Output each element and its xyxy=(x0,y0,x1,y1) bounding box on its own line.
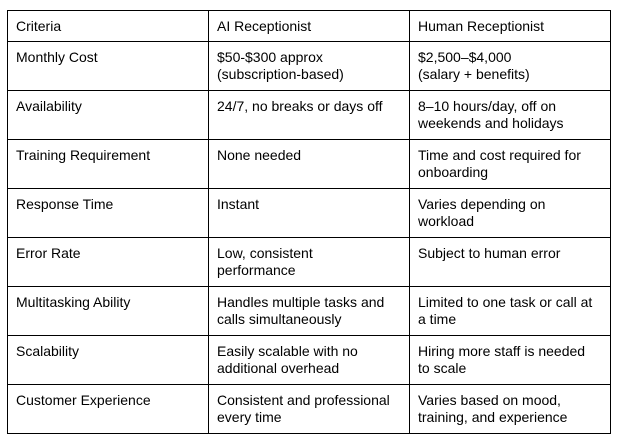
human-receptionist-cell: Varies based on mood, training, and exper… xyxy=(409,384,611,434)
human-receptionist-cell: Subject to human error xyxy=(409,237,611,287)
table-row: Multitasking Ability Handles multiple tas… xyxy=(7,286,611,336)
criteria-cell: Training Requirement xyxy=(7,139,209,189)
criteria-cell: Response Time xyxy=(7,188,209,238)
comparison-table: Criteria AI Receptionist Human Reception… xyxy=(7,10,611,434)
human-receptionist-cell: $2,500–$4,000 (salary + benefits) xyxy=(409,41,611,91)
ai-receptionist-cell: $50-$300 approx (subscription-based) xyxy=(208,41,410,91)
ai-receptionist-cell: None needed xyxy=(208,139,410,189)
ai-receptionist-cell: Handles multiple tasks and calls simultan… xyxy=(208,286,410,336)
human-receptionist-cell: Hiring more staff is needed to scale xyxy=(409,335,611,385)
table-row: Training Requirement None needed Time and … xyxy=(7,139,611,189)
ai-receptionist-cell: Low, consistent performance xyxy=(208,237,410,287)
human-receptionist-cell: Varies depending on workload xyxy=(409,188,611,238)
table-row: Error Rate Low, consistent performance Subj… xyxy=(7,237,611,287)
table-row: Customer Experience Consistent and profes… xyxy=(7,384,611,434)
ai-receptionist-cell: Consistent and professional every time xyxy=(208,384,410,434)
table-row: Monthly Cost $50-$300 approx (subscription… xyxy=(7,41,611,91)
human-receptionist-cell: 8–10 hours/day, off on weekends and holid… xyxy=(409,90,611,140)
criteria-cell: Error Rate xyxy=(7,237,209,287)
criteria-cell: Multitasking Ability xyxy=(7,286,209,336)
table-row: Response Time Instant Varies depending on w… xyxy=(7,188,611,238)
ai-receptionist-cell: 24/7, no breaks or days off xyxy=(208,90,410,140)
header-cell-ai-receptionist: AI Receptionist xyxy=(208,10,410,42)
table-row: Scalability Easily scalable with no additi… xyxy=(7,335,611,385)
header-cell-human-receptionist: Human Receptionist xyxy=(409,10,611,42)
table-header-row: Criteria AI Receptionist Human Reception… xyxy=(7,10,611,42)
criteria-cell: Availability xyxy=(7,90,209,140)
ai-receptionist-cell: Instant xyxy=(208,188,410,238)
ai-receptionist-cell: Easily scalable with no additional overhe… xyxy=(208,335,410,385)
criteria-cell: Customer Experience xyxy=(7,384,209,434)
human-receptionist-cell: Time and cost required for onboarding xyxy=(409,139,611,189)
table-row: Availability 24/7, no breaks or days off 8… xyxy=(7,90,611,140)
human-receptionist-cell: Limited to one task or call at a time xyxy=(409,286,611,336)
table-body: Criteria AI Receptionist Human Reception… xyxy=(7,10,611,434)
header-cell-criteria: Criteria xyxy=(7,10,209,42)
criteria-cell: Monthly Cost xyxy=(7,41,209,91)
criteria-cell: Scalability xyxy=(7,335,209,385)
